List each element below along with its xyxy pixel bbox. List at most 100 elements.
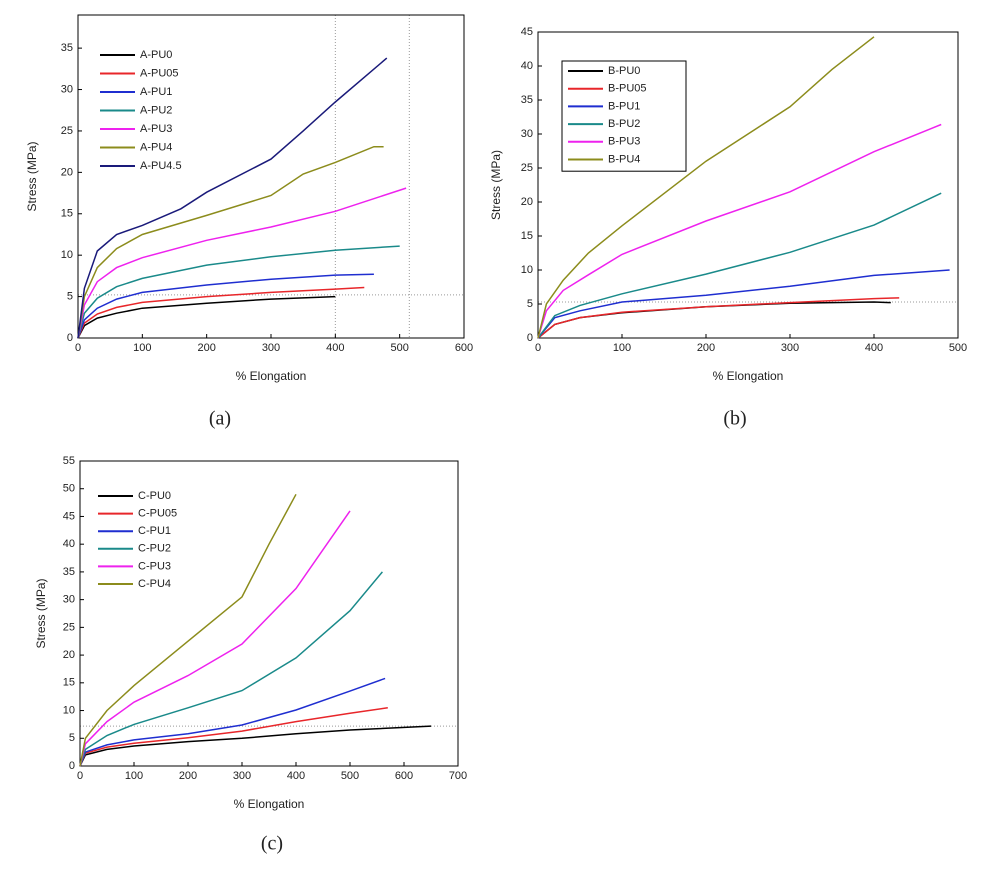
y-tick-label: 5 <box>67 290 73 302</box>
x-tick-label: 600 <box>455 342 473 354</box>
x-tick-label: 400 <box>287 770 305 782</box>
legend-frame <box>561 60 687 172</box>
legend-label: B-PU3 <box>608 136 640 148</box>
legend-label: B-PU05 <box>608 83 647 95</box>
y-tick-label: 10 <box>63 704 75 716</box>
y-tick-label: 15 <box>63 677 75 689</box>
x-tick-label: 500 <box>949 342 967 354</box>
x-tick-label: 700 <box>449 770 467 782</box>
y-axis-label: Stress (MPa) <box>34 578 48 648</box>
legend-label: C-PU05 <box>138 508 177 520</box>
legend-label: C-PU1 <box>138 525 171 537</box>
y-tick-label: 35 <box>61 42 73 54</box>
legend-label: A-PU05 <box>140 67 179 79</box>
plot-frame <box>537 31 959 339</box>
x-tick-label: 0 <box>77 770 83 782</box>
x-tick-label: 400 <box>865 342 883 354</box>
panel-caption: (a) <box>209 408 231 430</box>
x-tick-label: 600 <box>395 770 413 782</box>
x-tick-label: 200 <box>179 770 197 782</box>
y-tick-label: 0 <box>527 332 533 344</box>
legend-label: A-PU0 <box>140 49 172 61</box>
x-tick-label: 500 <box>390 342 408 354</box>
series-line <box>79 571 383 767</box>
x-tick-label: 200 <box>697 342 715 354</box>
series-line <box>77 286 365 339</box>
y-tick-label: 45 <box>63 510 75 522</box>
y-tick-label: 35 <box>63 566 75 578</box>
y-tick-label: 10 <box>521 264 533 276</box>
x-tick-label: 200 <box>197 342 215 354</box>
y-tick-label: 20 <box>63 649 75 661</box>
y-tick-label: 0 <box>67 332 73 344</box>
y-tick-label: 45 <box>521 26 533 38</box>
series-line <box>537 36 875 339</box>
legend-label: B-PU2 <box>608 118 640 130</box>
series-line <box>79 493 297 767</box>
series-line <box>77 57 388 339</box>
panel-caption: (b) <box>723 408 746 430</box>
legend-label: B-PU1 <box>608 100 640 112</box>
y-axis-label: Stress (MPa) <box>25 141 39 211</box>
legend-label: C-PU3 <box>138 560 171 572</box>
y-tick-label: 55 <box>63 455 75 467</box>
y-tick-label: 0 <box>69 760 75 772</box>
legend-label: C-PU4 <box>138 578 171 590</box>
legend-label: C-PU2 <box>138 543 171 555</box>
legend-label: A-PU3 <box>140 123 172 135</box>
y-tick-label: 25 <box>61 125 73 137</box>
y-tick-label: 5 <box>527 298 533 310</box>
y-tick-label: 20 <box>61 166 73 178</box>
x-axis-label: % Elongation <box>236 369 307 383</box>
x-tick-label: 100 <box>133 342 151 354</box>
y-axis-label: Stress (MPa) <box>489 150 503 220</box>
legend-label: B-PU0 <box>608 65 640 77</box>
y-tick-label: 15 <box>61 208 73 220</box>
series-line <box>79 677 386 767</box>
series-line <box>77 145 384 339</box>
series-line <box>77 187 407 339</box>
plot-frame <box>77 14 465 339</box>
plot-frame <box>79 460 459 767</box>
series-line <box>77 245 400 339</box>
x-axis-label: % Elongation <box>234 797 305 811</box>
series-line <box>79 725 432 767</box>
x-tick-label: 0 <box>75 342 81 354</box>
x-tick-label: 300 <box>781 342 799 354</box>
x-axis-label: % Elongation <box>713 369 784 383</box>
y-tick-label: 15 <box>521 230 533 242</box>
legend-label: A-PU4.5 <box>140 160 182 172</box>
series-line <box>537 192 942 339</box>
x-tick-label: 500 <box>341 770 359 782</box>
legend-label: A-PU1 <box>140 86 172 98</box>
y-tick-label: 10 <box>61 249 73 261</box>
x-tick-label: 400 <box>326 342 344 354</box>
y-tick-label: 35 <box>521 94 533 106</box>
y-tick-label: 20 <box>521 196 533 208</box>
x-tick-label: 300 <box>262 342 280 354</box>
series-line <box>537 297 900 339</box>
y-tick-label: 50 <box>63 483 75 495</box>
series-line <box>537 123 942 339</box>
y-tick-label: 30 <box>521 128 533 140</box>
series-line <box>79 707 388 767</box>
x-tick-label: 100 <box>613 342 631 354</box>
series-line <box>77 295 336 339</box>
y-tick-label: 40 <box>521 60 533 72</box>
y-tick-label: 30 <box>61 83 73 95</box>
y-tick-label: 30 <box>63 594 75 606</box>
series-line <box>79 510 351 767</box>
series-line <box>77 273 374 339</box>
panel-caption: (c) <box>261 833 283 855</box>
series-line <box>537 301 891 339</box>
y-tick-label: 25 <box>63 621 75 633</box>
y-tick-label: 25 <box>521 162 533 174</box>
legend-label: A-PU4 <box>140 141 172 153</box>
y-tick-label: 40 <box>63 538 75 550</box>
y-tick-label: 5 <box>69 732 75 744</box>
x-tick-label: 100 <box>125 770 143 782</box>
legend-label: C-PU0 <box>138 490 171 502</box>
legend-label: A-PU2 <box>140 104 172 116</box>
x-tick-label: 0 <box>535 342 541 354</box>
